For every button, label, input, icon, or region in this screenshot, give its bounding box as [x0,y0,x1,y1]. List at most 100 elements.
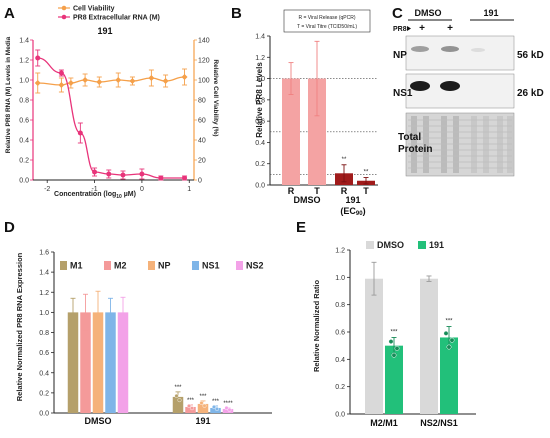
blot-row-total-1: Total [398,132,421,143]
d-category-label: 191 [195,416,210,426]
b-ytick-label: 0.6 [255,119,265,126]
blot-row-np: NP [393,50,407,61]
b-ytick-label: 0.0 [255,183,265,190]
d-ytick-label: 1.0 [39,310,49,317]
e-significance: *** [445,319,453,325]
panel-a-xlabel: Concentration (log10 µM) [54,191,136,200]
a-ytick-left-label: 0.6 [19,118,29,125]
panel-d-legend: M1 M2 NP NS1 NS2 [60,261,264,271]
d-bar [210,407,221,413]
a-point-marker [96,79,103,85]
a-point-marker [129,78,136,84]
blot-total-lane [471,116,477,173]
d-dot [199,400,204,405]
d-bar [67,312,79,413]
blot-row-total-2: Protein [398,144,432,155]
e-legend-label: DMSO [377,240,404,250]
d-significance: *** [174,385,182,391]
d-dot [174,393,179,398]
b-significance: ** [342,157,347,163]
b-category-label: R [341,186,348,196]
a-ytick-left-label: 1.2 [19,58,29,65]
e-bar [385,345,403,414]
a-point-marker [162,78,169,84]
a-point-marker [35,55,41,61]
blot-total-lane [423,116,429,173]
d-legend-swatch [60,261,67,270]
a-point-marker [148,75,155,81]
blot-plus-2: + [447,23,453,34]
panel-a-title: 191 [97,26,112,36]
blot-total-lane [441,116,447,173]
d-bar [185,406,196,413]
e-ytick-label: 0.0 [335,412,345,419]
d-legend-swatch [192,261,199,270]
b-category-label: R [288,186,295,196]
e-ytick-label: 0.8 [335,302,345,309]
e-significance: *** [390,329,398,335]
d-legend-label: M1 [70,261,83,271]
panel-b-group-191-line2: (EC90) [340,206,365,217]
e-legend-swatch [418,241,426,249]
d-ytick-label: 0.2 [39,390,49,397]
b-ytick-label: 0.4 [255,140,265,147]
a-point-marker [182,175,188,181]
a-ytick-left-label: 0.0 [19,178,29,185]
panel-a: A 191 0.0 0.2 0.4 0.6 0.8 1.0 1.2 1.4 0 20 40 60 80 1… [4,5,219,200]
blot-kd-ns1: 26 kD [517,88,544,99]
a-xtick-label: -1 [91,186,97,193]
panel-b-group-dmso: DMSO [294,195,321,205]
panel-a-plot [34,49,188,181]
blot-ns1-band-1 [410,81,430,91]
d-ytick-label: 0.4 [39,370,49,377]
b-bar [282,78,300,185]
b-category-label: T [314,186,320,196]
a-legend-label: Cell Viability [73,6,115,13]
a-ytick-right-label: 100 [198,78,210,85]
e-ytick-label: 0.2 [335,384,345,391]
b-ytick-label: 1.4 [255,34,265,41]
blot-ns1-band-2 [440,81,460,91]
panel-a-ylabel-right: Relative Cell Viability (%) [212,59,219,136]
panel-a-letter: A [4,5,15,22]
panel-a-legend: Cell Viability PR8 Extracellular RNA (M) [58,6,160,22]
blot-total-lane [453,116,459,173]
e-ytick-label: 0.6 [335,330,345,337]
a-ytick-right-label: 0 [198,178,202,185]
d-significance: **** [223,401,233,407]
a-point-marker [115,77,122,83]
d-significance: *** [212,399,220,405]
d-bar [172,396,184,413]
a-point-marker [92,169,98,175]
panel-e-ylabel: Relative Normalized Ratio [312,280,321,373]
d-dot [224,405,229,410]
a-ytick-right-label: 20 [198,158,206,165]
d-ytick-label: 1.4 [39,270,49,277]
panel-c-letter: C [392,5,403,22]
a-point-marker [82,77,89,83]
b-ytick-label: 1.0 [255,76,265,83]
d-legend-label: NP [158,261,171,271]
blot-header-191: 191 [483,8,498,18]
d-significance: *** [199,394,207,400]
blot-total-lanes [408,116,513,173]
blot-np-band-1 [411,46,429,52]
e-legend-swatch [366,241,374,249]
d-legend-label: M2 [114,261,127,271]
b-significance: ** [364,170,369,176]
blot-ns1-membrane [405,73,515,109]
e-bar [365,278,383,414]
e-ytick-label: 1.2 [335,248,345,255]
panel-e-letter: E [296,219,306,236]
blot-total-lane [507,116,513,173]
a-ytick-right-label: 140 [198,38,210,45]
panel-a-ylabel-left: Relative PR8 RNA (M) Levels in Media [5,36,12,153]
a-point-marker [181,74,188,80]
a-point-marker [139,171,145,177]
e-category-label: M2/M1 [370,418,398,428]
a-xtick-label: 1 [187,186,191,193]
a-point-marker [58,82,65,88]
e-legend-label: 191 [429,240,444,250]
panel-b-plot: R T ** R ** T [282,40,375,196]
